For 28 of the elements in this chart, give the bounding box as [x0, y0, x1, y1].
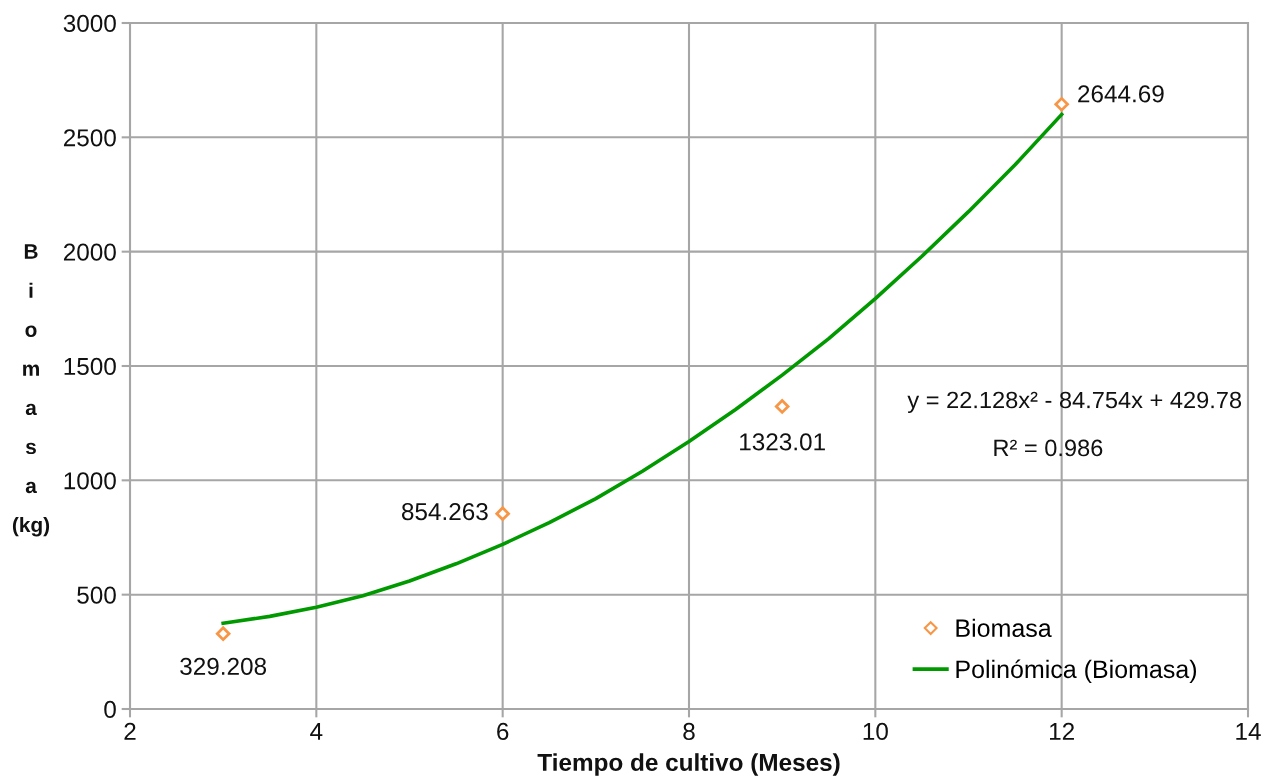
point [215, 626, 231, 641]
legend-label: Biomasa [956, 618, 1052, 638]
x-axis-title: Tiempo de cultivo (Meses) [537, 753, 840, 776]
x-tick-label: 8 [683, 722, 695, 741]
data-label: 854.263 [401, 502, 488, 521]
annotation: y = 22.128x² - 84.754x + 429.78 [907, 391, 1242, 414]
y-tick-label: 500 [77, 586, 116, 604]
point [495, 506, 510, 521]
legend-label: Polinómica (Biomasa) [956, 659, 1197, 684]
x-tick-label: 14 [1236, 723, 1261, 740]
annotation: R² = 0.986 [994, 439, 1103, 457]
y-tick-label: 0 [104, 700, 116, 719]
data-label: 329.208 [180, 657, 267, 675]
text: Biomasa (kg) [12, 244, 50, 537]
x-tick-label: 12 [1050, 722, 1074, 740]
y-tick-label: 1000 [64, 472, 116, 490]
y-tick-label: 1500 [64, 357, 116, 376]
point [1054, 96, 1069, 112]
x-tick-label: 2 [124, 722, 136, 740]
y-tick-label: 2500 [63, 129, 116, 147]
x-tick-label: 10 [863, 722, 888, 741]
data-label: 2644.69 [1078, 85, 1164, 103]
point [774, 399, 790, 414]
data-label: 1323.01 [740, 433, 825, 451]
y-tick-label: 3000 [63, 14, 116, 33]
x-tick-label: 4 [310, 723, 323, 740]
x-tick-label: 6 [497, 722, 509, 741]
y-tick-label: 2000 [63, 243, 116, 261]
